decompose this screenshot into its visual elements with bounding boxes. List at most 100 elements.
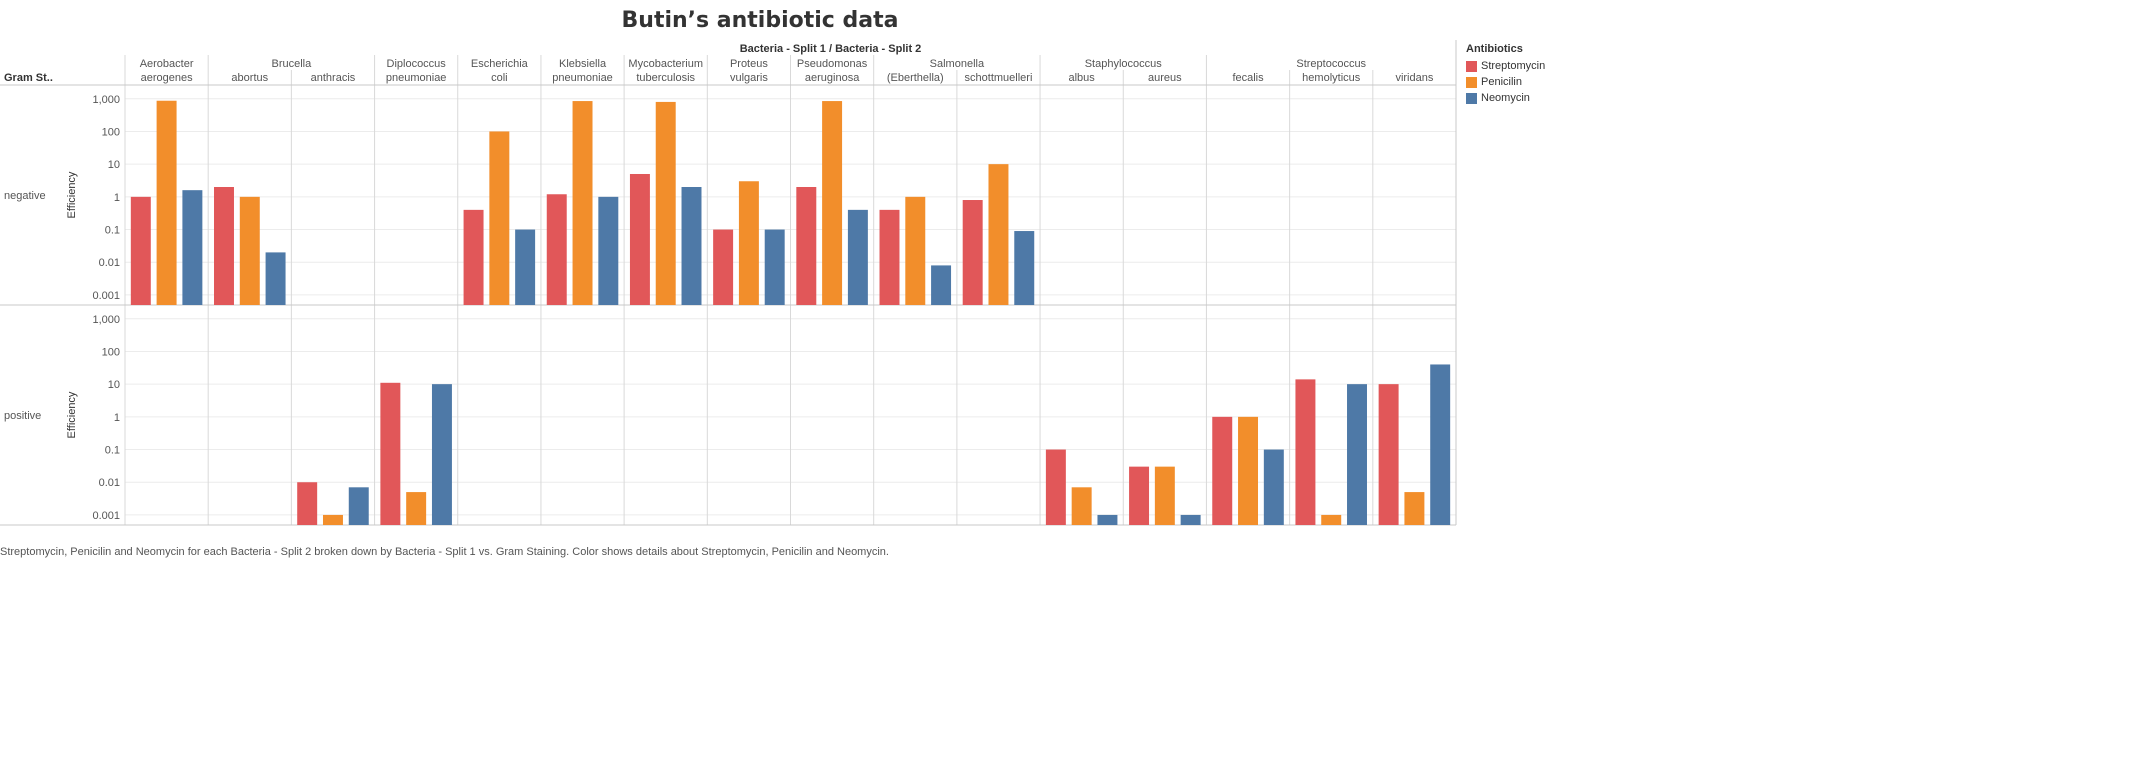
bar-penicilin bbox=[1154, 466, 1175, 525]
y-tick-label: 0.1 bbox=[105, 445, 120, 457]
legend-title: Antibiotics bbox=[1466, 43, 1523, 55]
column-label: vulgaris bbox=[730, 72, 768, 84]
bar-streptomycin bbox=[463, 209, 484, 305]
bar-penicilin bbox=[322, 514, 343, 525]
legend-label: Neomycin bbox=[1481, 92, 1530, 104]
column-label: (Eberthella) bbox=[887, 72, 944, 84]
bar-streptomycin bbox=[214, 187, 234, 305]
bar-streptomycin bbox=[962, 200, 983, 305]
column-label: hemolyticus bbox=[1302, 72, 1361, 84]
bar-neomycin bbox=[182, 190, 203, 305]
bar-penicilin bbox=[738, 181, 759, 305]
bar-streptomycin bbox=[1295, 379, 1316, 525]
column-label: fecalis bbox=[1232, 72, 1264, 84]
group-label: Mycobacterium bbox=[628, 58, 703, 70]
group-label: Escherichia bbox=[471, 58, 529, 70]
group-label: Brucella bbox=[272, 58, 313, 70]
y-tick-label: 0.01 bbox=[99, 477, 120, 489]
column-header-title: Bacteria - Split 1 / Bacteria - Split 2 bbox=[740, 43, 922, 55]
bar-penicilin bbox=[655, 101, 676, 305]
column-label: pneumoniae bbox=[552, 72, 613, 84]
bar-neomycin bbox=[1347, 384, 1367, 525]
y-tick-label: 0.1 bbox=[105, 225, 120, 237]
bar-penicilin bbox=[239, 196, 260, 305]
bar-neomycin bbox=[931, 265, 952, 305]
column-label: viridans bbox=[1395, 72, 1433, 84]
bar-penicilin bbox=[489, 131, 510, 305]
y-tick-label: 1,000 bbox=[92, 94, 120, 106]
y-axis-title: Efficiency bbox=[66, 391, 78, 438]
y-tick-label: 1,000 bbox=[92, 314, 120, 326]
bar-chart: Bacteria - Split 1 / Bacteria - Split 2 G… bbox=[0, 40, 1457, 526]
legend-item-penicilin[interactable]: Penicilin bbox=[1466, 74, 1545, 90]
y-tick-label: 100 bbox=[102, 346, 120, 358]
group-label: Aerobacter bbox=[140, 58, 194, 70]
bar-streptomycin bbox=[380, 382, 401, 525]
row-field-label: Gram St.. bbox=[4, 72, 53, 84]
bar-neomycin bbox=[1430, 364, 1451, 525]
column-label: anthracis bbox=[311, 72, 356, 84]
column-label: coli bbox=[491, 72, 508, 84]
y-tick-label: 10 bbox=[108, 379, 120, 391]
row-label: negative bbox=[4, 190, 46, 202]
bar-neomycin bbox=[265, 252, 286, 305]
y-tick-label: 0.01 bbox=[99, 257, 120, 269]
column-label: aeruginosa bbox=[805, 72, 860, 84]
group-label: Diplococcus bbox=[387, 58, 447, 70]
legend-item-streptomycin[interactable]: Streptomycin bbox=[1466, 58, 1545, 74]
chart-caption: Streptomycin, Penicilin and Neomycin for… bbox=[0, 546, 889, 558]
bar-penicilin bbox=[406, 492, 427, 525]
bar-streptomycin bbox=[546, 194, 567, 305]
bar-neomycin bbox=[598, 196, 619, 305]
bar-neomycin bbox=[1014, 231, 1035, 305]
bar-streptomycin bbox=[297, 482, 318, 525]
y-tick-label: 1 bbox=[114, 412, 120, 424]
bar-neomycin bbox=[348, 487, 369, 525]
bar-neomycin bbox=[1097, 514, 1118, 525]
legend-swatch-penicilin bbox=[1466, 76, 1477, 88]
column-label: tuberculosis bbox=[636, 72, 695, 84]
y-tick-label: 1 bbox=[114, 192, 120, 204]
bar-penicilin bbox=[1404, 492, 1425, 525]
bar-neomycin bbox=[764, 229, 785, 305]
column-label: aureus bbox=[1148, 72, 1182, 84]
bar-neomycin bbox=[681, 187, 702, 305]
column-label: albus bbox=[1069, 72, 1096, 84]
bar-streptomycin bbox=[1212, 416, 1233, 525]
column-label: pneumoniae bbox=[386, 72, 447, 84]
bar-penicilin bbox=[822, 101, 843, 305]
y-tick-label: 100 bbox=[102, 126, 120, 138]
bar-neomycin bbox=[847, 209, 868, 305]
bar-streptomycin bbox=[879, 209, 900, 305]
legend-swatch-neomycin bbox=[1466, 92, 1477, 104]
group-label: Streptococcus bbox=[1296, 58, 1366, 70]
bar-streptomycin bbox=[1129, 466, 1150, 525]
group-label: Staphylococcus bbox=[1085, 58, 1163, 70]
legend: Antibiotics Streptomycin Penicilin Neomy… bbox=[1466, 43, 1545, 106]
legend-swatch-streptomycin bbox=[1466, 60, 1477, 72]
bar-neomycin bbox=[1263, 449, 1284, 525]
row-label: positive bbox=[4, 410, 41, 422]
legend-label: Penicilin bbox=[1481, 76, 1522, 88]
bar-streptomycin bbox=[713, 229, 734, 305]
y-tick-label: 10 bbox=[108, 159, 120, 171]
column-label: schottmuelleri bbox=[965, 72, 1033, 84]
legend-label: Streptomycin bbox=[1481, 60, 1546, 72]
chart-title: Butin’s antibiotic data bbox=[621, 8, 899, 33]
group-label: Pseudomonas bbox=[797, 58, 868, 70]
y-axis-title: Efficiency bbox=[66, 171, 78, 218]
bar-penicilin bbox=[156, 100, 177, 306]
legend-item-neomycin[interactable]: Neomycin bbox=[1466, 90, 1545, 106]
bar-streptomycin bbox=[629, 173, 650, 305]
bar-streptomycin bbox=[1045, 449, 1066, 525]
bar-neomycin bbox=[515, 229, 536, 305]
group-label: Salmonella bbox=[930, 58, 985, 70]
bar-penicilin bbox=[1071, 487, 1092, 525]
bar-streptomycin bbox=[796, 187, 817, 305]
bar-penicilin bbox=[1238, 416, 1259, 525]
column-label: abortus bbox=[231, 72, 268, 84]
bar-neomycin bbox=[1180, 514, 1201, 525]
group-label: Klebsiella bbox=[559, 58, 607, 70]
bar-penicilin bbox=[905, 196, 926, 305]
group-label: Proteus bbox=[730, 58, 768, 70]
